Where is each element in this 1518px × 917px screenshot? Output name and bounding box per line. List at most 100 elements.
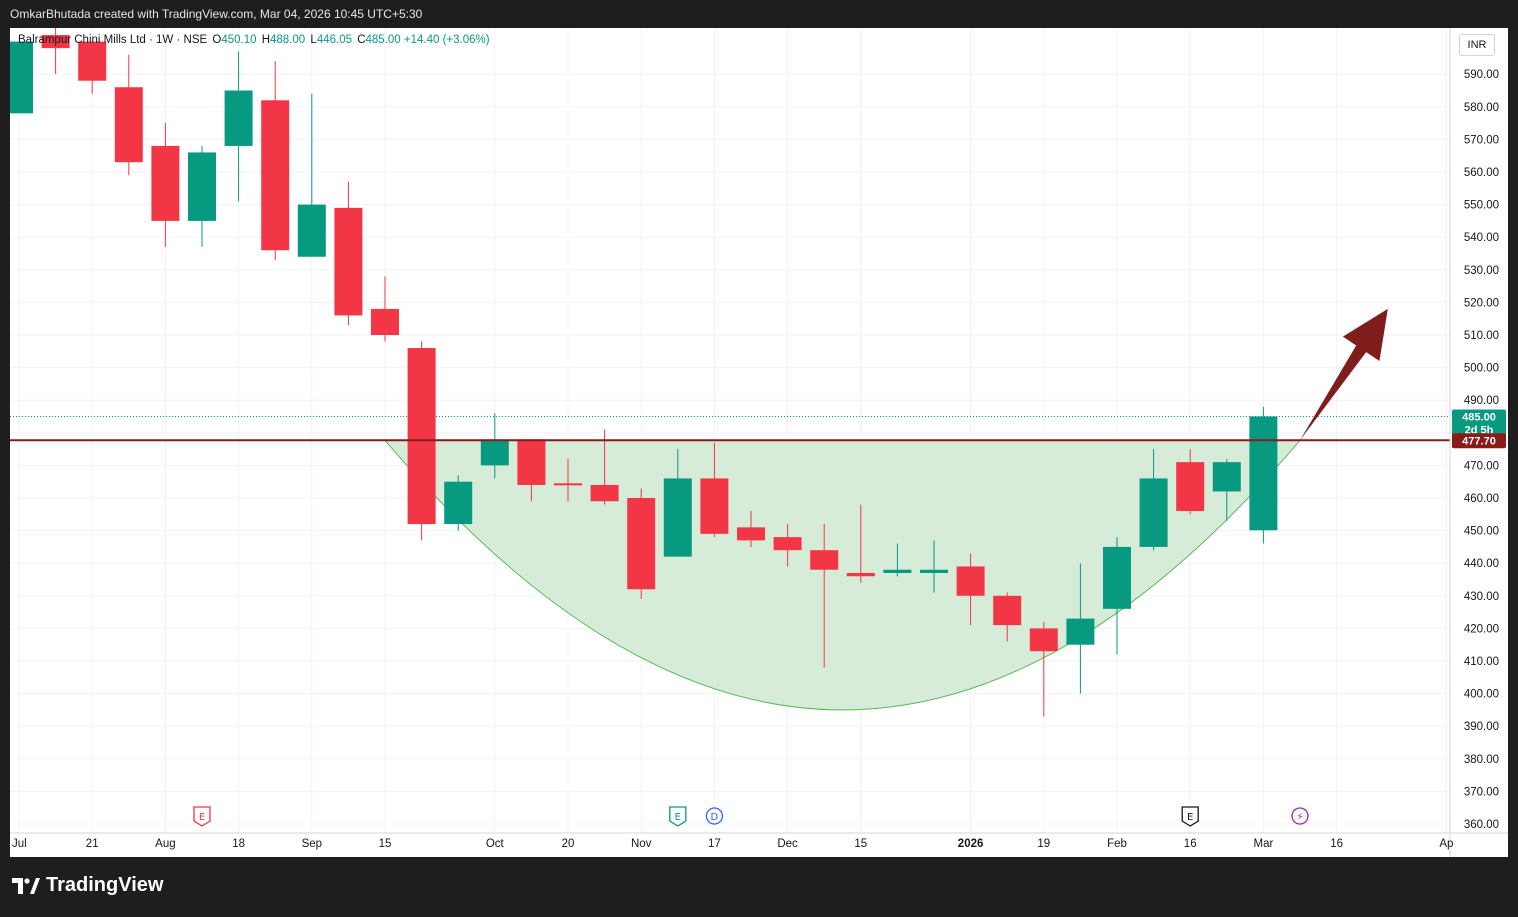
time-tick-label: 17	[708, 838, 721, 850]
time-tick-label: 15	[854, 838, 867, 850]
candle-body[interactable]	[737, 527, 765, 541]
time-tick-label: 20	[562, 838, 575, 850]
cup-pattern-curve	[384, 439, 1301, 711]
price-tick-label: 390.00	[1464, 721, 1499, 733]
candle-body[interactable]	[846, 572, 875, 577]
time-tick-label: Nov	[631, 838, 652, 850]
candle-body[interactable]	[627, 498, 656, 590]
tradingview-brand: TradingView	[46, 874, 164, 896]
resistance-price-badge-text: 477.70	[1462, 435, 1496, 447]
last-price-badge[interactable]	[1452, 409, 1506, 437]
candle-body[interactable]	[554, 483, 582, 486]
price-tick-label: 460.00	[1464, 493, 1499, 505]
price-tick-label: 470.00	[1464, 460, 1499, 472]
price-tick-label: 490.00	[1464, 395, 1499, 407]
event-marker-letter: ⚡	[1296, 812, 1303, 823]
currency-button[interactable]: INR	[1459, 34, 1495, 56]
price-tick-label: 400.00	[1464, 689, 1499, 701]
last-price-badge-text: 485.00	[1462, 412, 1496, 424]
candle-body[interactable]	[188, 152, 216, 221]
price-tick-label: 500.00	[1464, 363, 1499, 375]
price-tick-label: 580.00	[1464, 102, 1499, 114]
event-marker-earnings-positive[interactable]	[669, 806, 687, 827]
candle-body[interactable]	[1212, 462, 1241, 492]
candle-body[interactable]	[956, 566, 985, 596]
candle-body[interactable]	[883, 569, 912, 573]
time-tick-label: 16	[1330, 838, 1343, 850]
high-value: 488.00	[270, 34, 306, 46]
event-marker-letter: E	[199, 812, 205, 823]
candlestick-chart[interactable]: 590.00 580.00 570.00 560.00 550.00 540.00 530.…	[10, 28, 1508, 857]
price-tick-label: 410.00	[1464, 656, 1499, 668]
candle-body[interactable]	[700, 478, 729, 534]
candle-body[interactable]	[590, 484, 619, 502]
open-label: O	[212, 34, 222, 46]
breakout-arrow[interactable]	[1300, 308, 1388, 441]
candle-body[interactable]	[444, 481, 473, 525]
candle-body[interactable]	[993, 595, 1022, 626]
candle-body[interactable]	[297, 204, 326, 257]
price-tick-label: 370.00	[1464, 786, 1499, 798]
event-marker-earnings-negative[interactable]	[193, 806, 211, 827]
low-label: L	[310, 34, 317, 46]
chart-pane[interactable]: 590.00 580.00 570.00 560.00 550.00 540.00 530.…	[10, 28, 1508, 857]
candle-body[interactable]	[114, 87, 143, 163]
time-tick-label: 18	[232, 838, 245, 850]
candle-body[interactable]	[1176, 462, 1205, 512]
close-label: C	[357, 34, 366, 46]
time-tick-label: 15	[379, 838, 392, 850]
candle-body[interactable]	[517, 439, 546, 485]
price-tick-label: 560.00	[1464, 167, 1499, 179]
time-tick-label: 19	[1037, 838, 1050, 850]
time-tick-label: Sep	[302, 838, 322, 850]
low-value: 446.05	[316, 34, 352, 46]
candle-body[interactable]	[41, 35, 70, 49]
candle-body[interactable]	[1029, 628, 1058, 652]
candle-body[interactable]	[151, 145, 180, 221]
candle-body[interactable]	[78, 41, 107, 81]
price-tick-label: 360.00	[1464, 819, 1499, 831]
event-marker-dividend[interactable]	[705, 807, 724, 825]
chart-caption: OmkarBhutada created with TradingView.co…	[10, 7, 423, 21]
event-marker-split[interactable]	[1291, 807, 1309, 825]
candle-body[interactable]	[334, 207, 363, 316]
candle-body[interactable]	[773, 537, 802, 551]
candle-body[interactable]	[663, 478, 692, 557]
price-tick-label: 540.00	[1464, 232, 1499, 244]
time-tick-label: Feb	[1107, 838, 1127, 850]
event-marker-letter: D	[711, 812, 719, 823]
tradingview-logo-icon	[12, 877, 40, 894]
candle-body[interactable]	[224, 90, 253, 146]
event-marker-letter: E	[675, 812, 681, 823]
candle-body[interactable]	[1249, 416, 1278, 531]
price-tick-label: 530.00	[1464, 265, 1499, 277]
price-tick-label: 520.00	[1464, 297, 1499, 309]
candle-body[interactable]	[407, 348, 436, 525]
candle-body[interactable]	[1139, 478, 1168, 547]
time-tick-label: Ap	[1439, 838, 1453, 850]
time-tick-label: 2026	[958, 838, 984, 850]
candle-body[interactable]	[1103, 546, 1131, 609]
symbol-name[interactable]: Balrampur Chini Mills Ltd · 1W · NSE	[18, 34, 208, 46]
event-marker-earnings-upcoming[interactable]	[1181, 806, 1199, 827]
time-tick-label: Mar	[1253, 838, 1273, 850]
time-tick-label: Aug	[155, 838, 175, 850]
candle-body[interactable]	[480, 439, 509, 466]
price-tick-label: 420.00	[1464, 623, 1499, 635]
high-label: H	[261, 34, 271, 46]
candle-body[interactable]	[810, 550, 839, 570]
symbol-legend[interactable]: Balrampur Chini Mills Ltd · 1W · NSE O45…	[18, 34, 490, 46]
tradingview-logo[interactable]: TradingView	[12, 874, 163, 897]
time-tick-label: Oct	[486, 838, 505, 850]
candle-body[interactable]	[920, 569, 948, 573]
candle-body[interactable]	[10, 41, 33, 114]
candle-body[interactable]	[371, 308, 399, 335]
candle-body[interactable]	[261, 100, 290, 251]
price-tick-label: 440.00	[1464, 558, 1499, 570]
time-tick-label: Jul	[12, 838, 27, 850]
time-tick-label: 16	[1184, 838, 1197, 850]
price-tick-label: 590.00	[1464, 69, 1499, 81]
resistance-price-badge[interactable]	[1452, 433, 1506, 449]
candle-body[interactable]	[1066, 618, 1095, 645]
price-tick-label: 450.00	[1464, 526, 1499, 538]
